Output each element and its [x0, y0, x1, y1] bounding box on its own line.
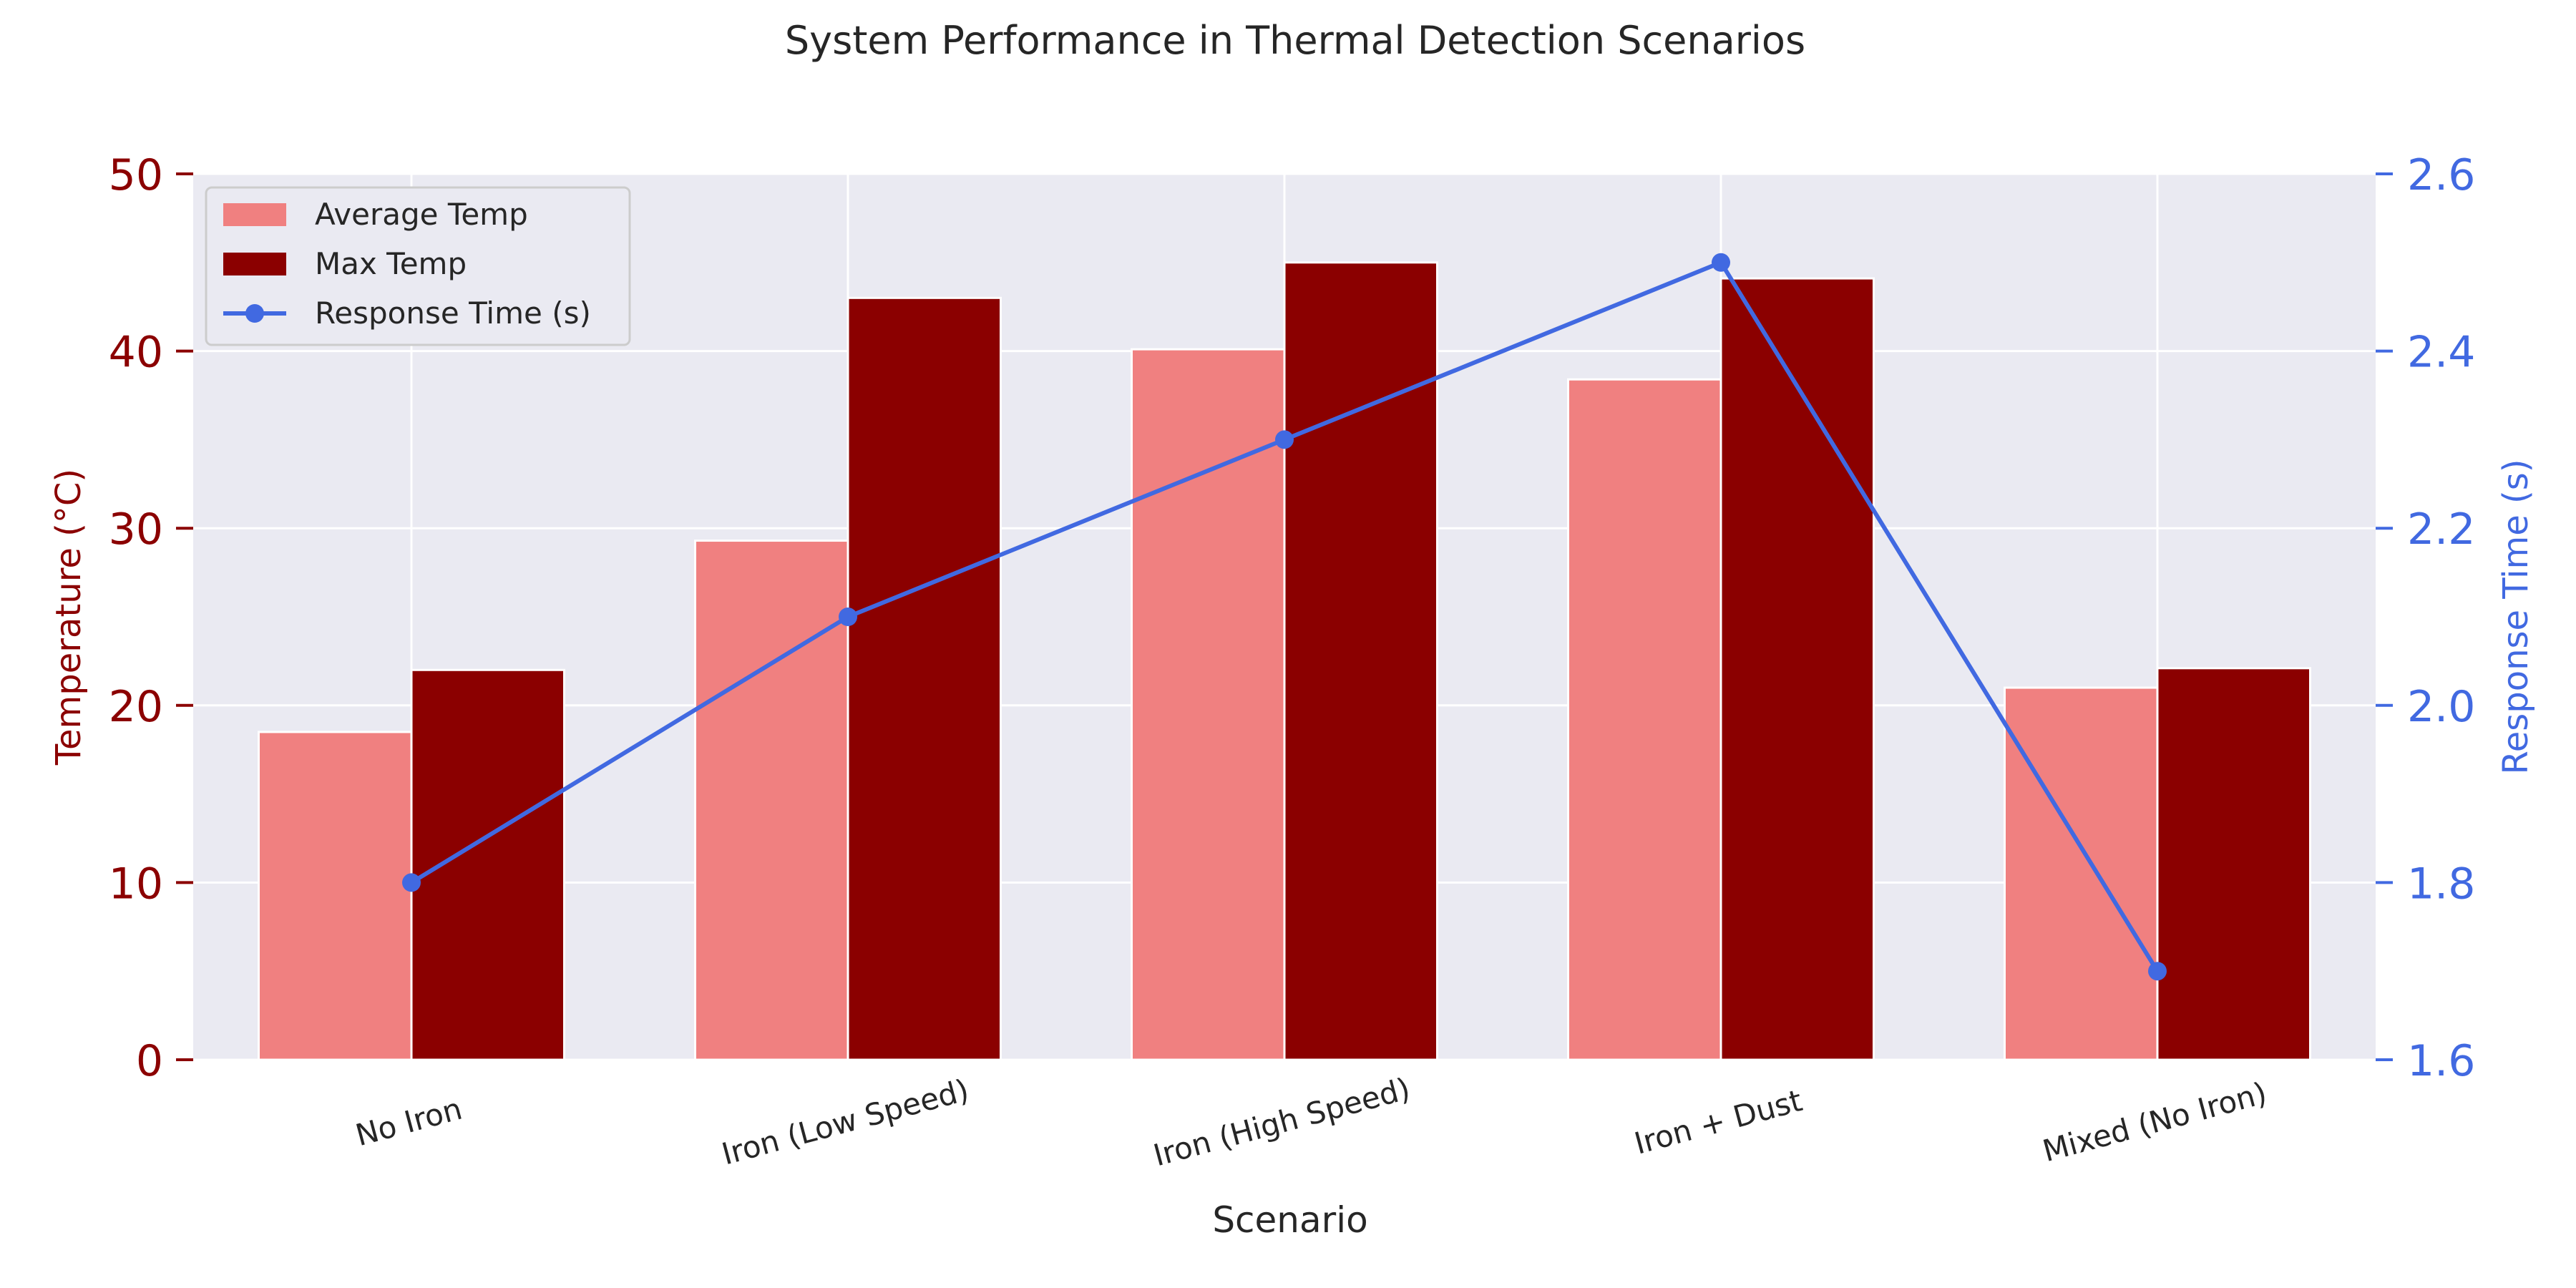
point-response-time-iron-high-speed [1275, 430, 1294, 449]
y-tick-label-right-5: 2.6 [2407, 150, 2475, 200]
y-axis-label-right: Response Time (s) [2496, 459, 2536, 775]
x-tick-label-iron-low-speed: Iron (Low Speed) [718, 1072, 972, 1171]
legend-label-average-temp: Average Temp [315, 197, 528, 232]
y-tick-label-right-2: 2.0 [2407, 682, 2475, 732]
y-tick-label-right-3: 2.2 [2407, 504, 2475, 555]
bar-average-temp-iron-dust [1567, 378, 1722, 1061]
bar-max-temp-iron-high-speed [1283, 261, 1438, 1061]
point-response-time-no-iron [402, 873, 421, 892]
bar-average-temp-iron-low-speed [694, 540, 849, 1061]
x-tick-label-no-iron: No Iron [352, 1091, 466, 1153]
legend-swatch-max-temp [223, 253, 286, 275]
y-tick-label-right-4: 2.4 [2407, 328, 2475, 378]
bar-average-temp-iron-high-speed [1131, 348, 1286, 1061]
y-tick-label-left-1: 10 [109, 859, 163, 909]
legend-swatch-average-temp [223, 203, 286, 226]
y-tick-label-left-4: 40 [109, 328, 163, 378]
x-axis-label: Scenario [1212, 1199, 1367, 1241]
legend-box [205, 186, 631, 346]
x-tick-label-mixed-no-iron: Mixed (No Iron) [2039, 1075, 2270, 1169]
legend-label-max-temp: Max Temp [315, 246, 467, 281]
bars-layer [258, 261, 2311, 1061]
y-tick-label-right-1: 1.8 [2407, 859, 2475, 909]
legend-label-response-time: Response Time (s) [315, 296, 591, 331]
legend-marker-response-time [245, 304, 264, 323]
chart-title: System Performance in Thermal Detection … [785, 18, 1805, 63]
point-response-time-iron-dust [1712, 253, 1730, 272]
y-tick-label-left-5: 50 [109, 150, 163, 200]
bar-average-temp-mixed-no-iron [2004, 686, 2159, 1061]
point-response-time-mixed-no-iron [2148, 962, 2167, 981]
bar-max-temp-iron-dust [1719, 277, 1875, 1061]
bar-max-temp-no-iron [410, 668, 565, 1061]
y-tick-label-left-2: 20 [109, 682, 163, 732]
bar-max-temp-mixed-no-iron [2156, 667, 2311, 1061]
y-tick-label-left-0: 0 [136, 1036, 163, 1086]
bar-average-temp-no-iron [258, 731, 413, 1061]
x-tick-label-iron-high-speed: Iron (High Speed) [1150, 1071, 1414, 1174]
y-axis-label-left: Temperature (°C) [49, 469, 89, 766]
y-tick-label-left-3: 30 [109, 504, 163, 555]
bar-max-temp-iron-low-speed [847, 296, 1002, 1061]
point-response-time-iron-low-speed [839, 608, 857, 626]
legend: Average Temp Max Temp Response Time (s) [205, 186, 631, 346]
y-tick-label-right-0: 1.6 [2407, 1036, 2475, 1086]
x-tick-label-iron-dust: Iron + Dust [1631, 1083, 1806, 1161]
line-layer [402, 253, 2167, 981]
